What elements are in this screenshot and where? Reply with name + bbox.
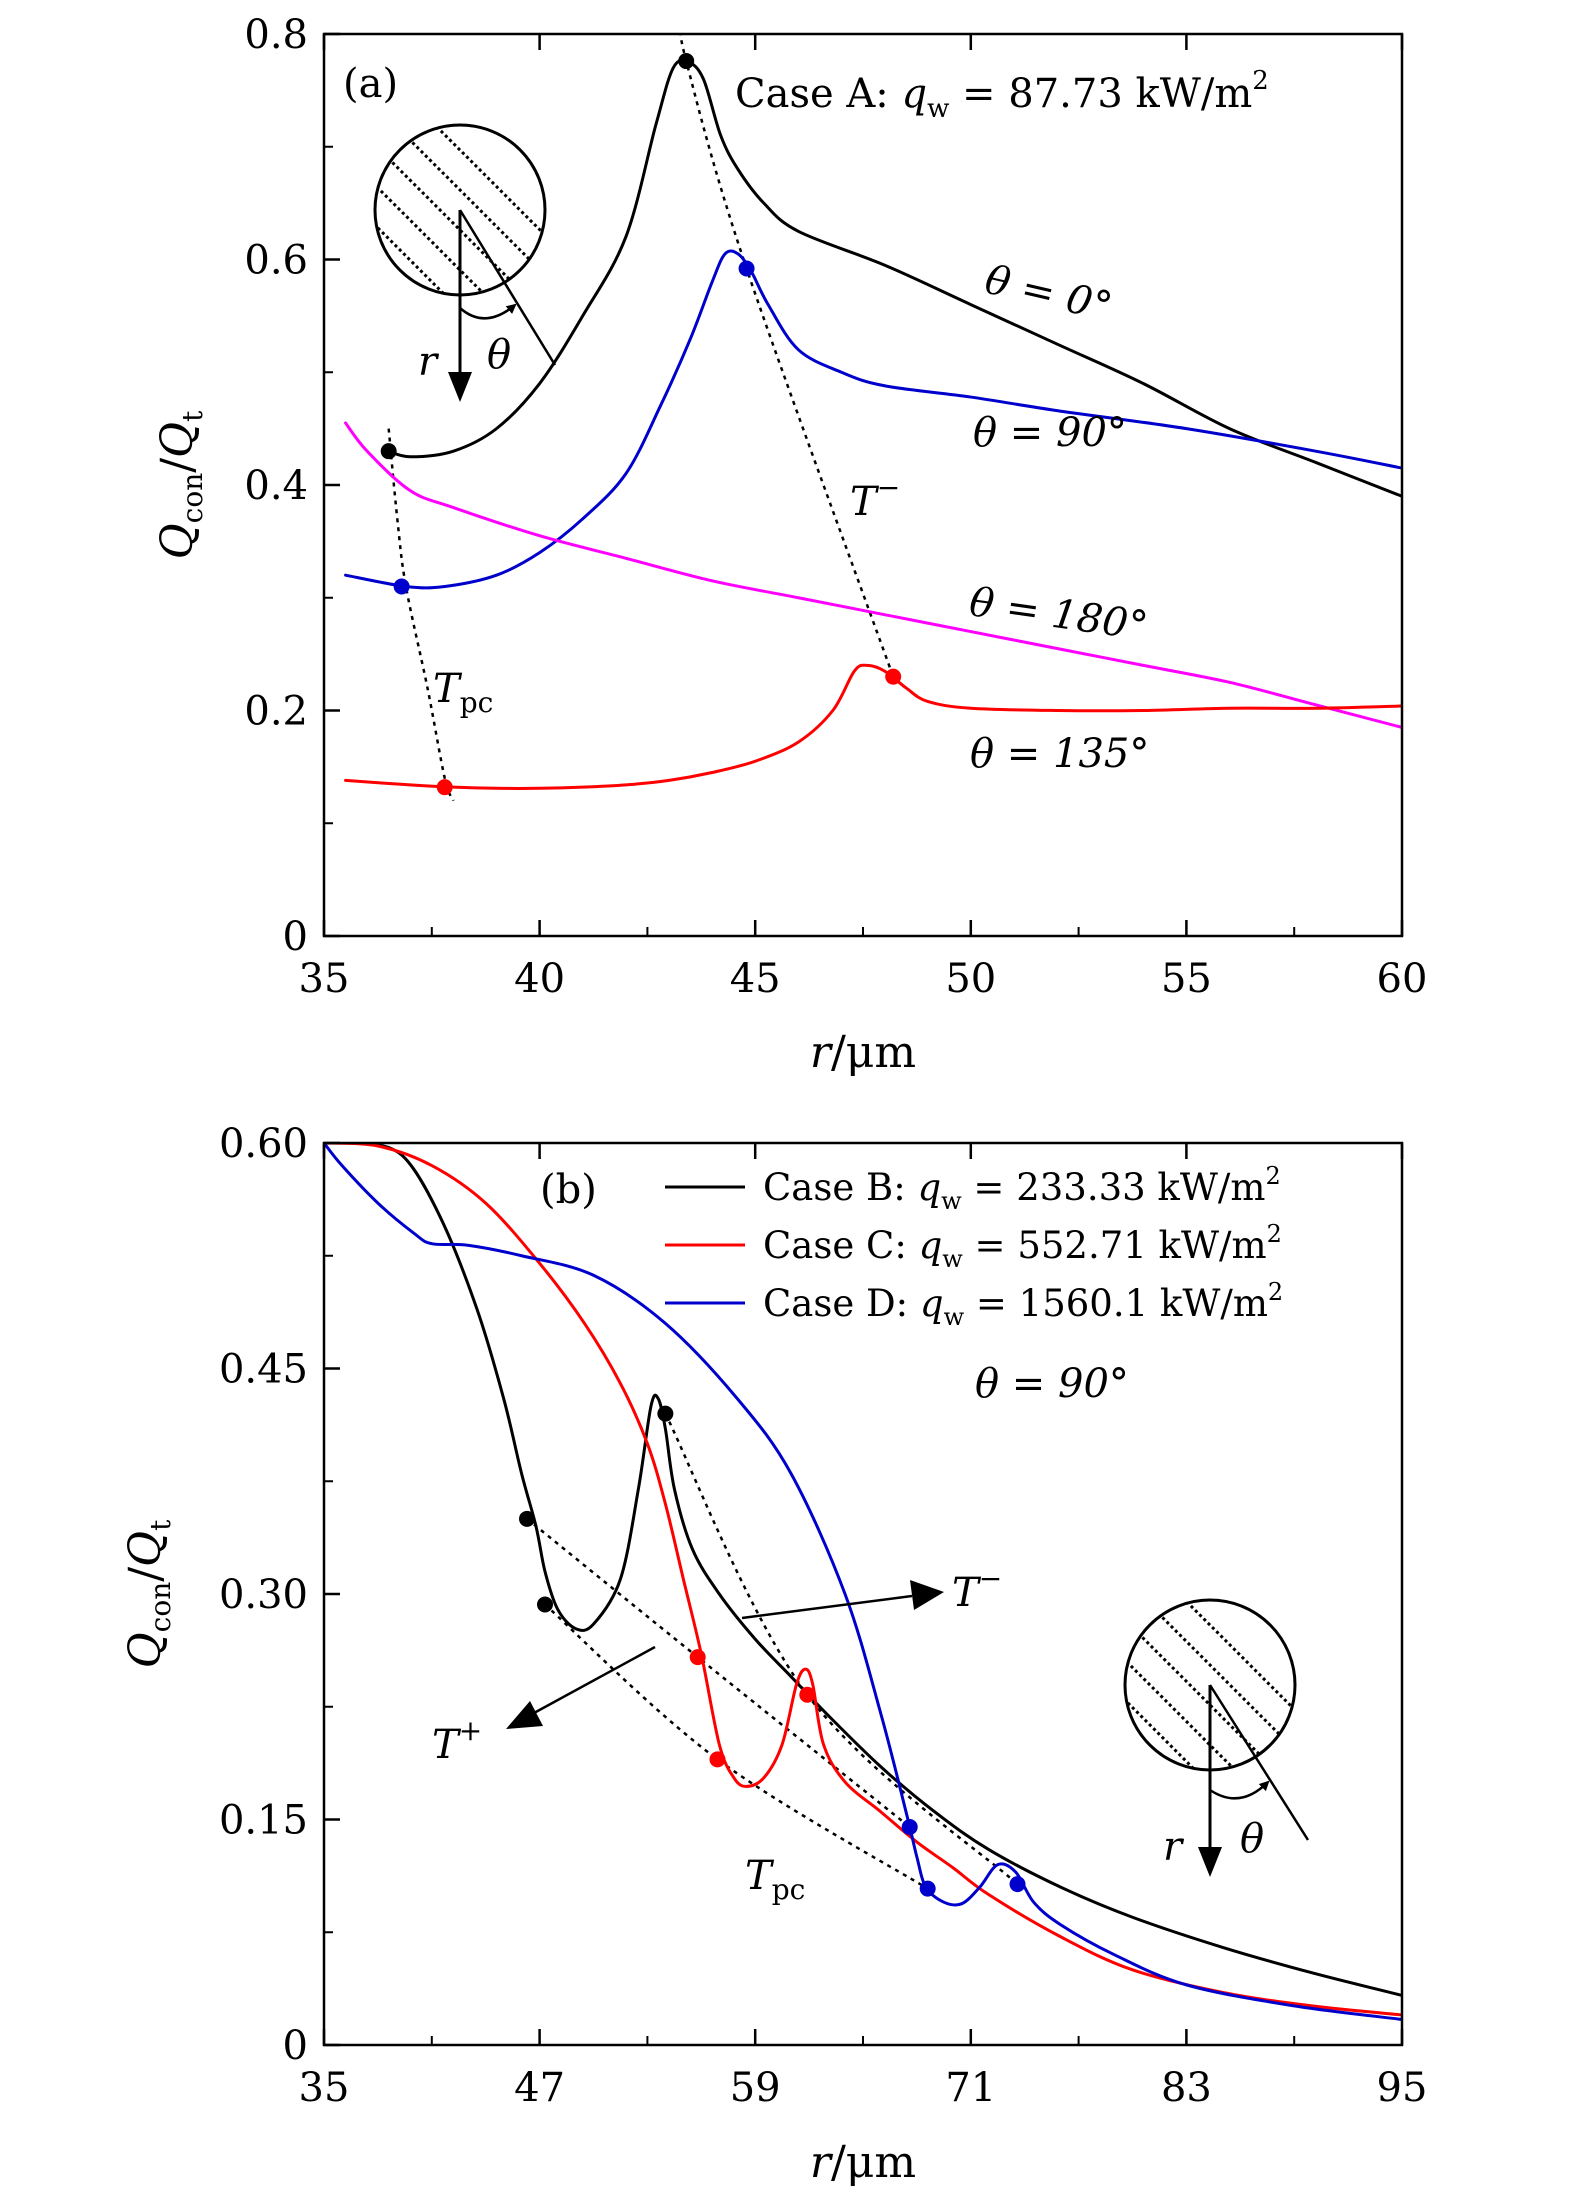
panel-b-x-tick-label-3: 71: [945, 2065, 996, 2111]
inset-r-label-b: r: [1163, 1824, 1185, 1870]
panel-b-y-tick-label-4: 0.60: [219, 1121, 308, 1167]
panel-a-series-line-1: [344, 249, 1402, 590]
panel-b-y-tick-label-1: 0.15: [219, 1798, 308, 1844]
panel-a-x-tick-label-5: 60: [1377, 956, 1428, 1002]
tminus-arrow: [741, 1594, 913, 1620]
panel-a-chart: 35 40 45 50 55 60 0 0.2 0.4 0.6 0.8 (a) Case A: qw…: [152, 12, 1427, 1078]
panel-a-x-tick-label-0: 35: [299, 956, 350, 1002]
tplus-arrow: [533, 1645, 656, 1715]
tplus-arrowhead: [506, 1701, 543, 1729]
panel-a-x-axis-label: r/μm: [810, 1027, 916, 1078]
panel-b-marker-8: [1009, 1876, 1026, 1893]
panel-b-guide-line-1: [544, 1603, 929, 1890]
panel-b-frame: [322, 1141, 1404, 2047]
panel-a-y-tick-label-1: 0.2: [244, 689, 308, 735]
panel-b-marker-5: [799, 1686, 816, 1703]
panel-b-x-tick-label-4: 83: [1161, 2065, 1212, 2111]
panel-a-series-line-3: [344, 663, 1402, 790]
panel-a-case-label: Case A: qw = 87.73 kW/m2: [735, 66, 1269, 124]
panel-a-guide-line-0: [387, 428, 455, 802]
panel-a-y-tick-label-0: 0: [283, 914, 308, 960]
panel-b-label: (b): [540, 1167, 597, 1213]
panel-a-tpc-label: Tpc: [433, 666, 493, 719]
panel-b-theta-label: θ = 90°: [975, 1361, 1129, 1407]
panel-a-y-axis-label: Qcon/Qt: [152, 410, 209, 560]
panel-b-marker-2: [657, 1405, 674, 1422]
panel-b-tplus-label: T+: [432, 1714, 482, 1768]
panel-b-x-axis-label: r/μm: [810, 2137, 916, 2188]
legend-entry-0: Case B: qw = 233.33 kW/m2: [763, 1162, 1281, 1215]
legend-entry-2: Case D: qw = 1560.1 kW/m2: [763, 1278, 1283, 1331]
panel-b-series-line-0: [340, 1143, 1402, 1997]
inset-theta-label-a: θ: [487, 332, 511, 378]
panel-b-marker-7: [919, 1880, 936, 1897]
panel-a-marker-2: [393, 578, 410, 595]
panel-a-x-tick-label-3: 50: [945, 956, 996, 1002]
legend-entry-1: Case C: qw = 552.71 kW/m2: [763, 1220, 1282, 1273]
panel-a-x-tick-label-2: 45: [730, 956, 781, 1002]
panel-a-marker-3: [738, 260, 755, 277]
theta-90-label: θ = 90°: [973, 410, 1127, 456]
panel-b-chart: 35 47 59 71 83 95 0 0.15 0.30 0.45 0.60 (b) Case B…: [120, 1121, 1427, 2188]
theta-180-label: θ = 180°: [967, 579, 1151, 650]
panel-b-y-tick-label-2: 0.30: [219, 1572, 308, 1618]
panel-a-guide-line-1: [679, 34, 895, 678]
panel-a-label: (a): [343, 61, 398, 107]
panel-b-y-tick-label-0: 0: [283, 2023, 308, 2069]
panel-b-marker-0: [519, 1510, 536, 1527]
panel-a-marker-5: [885, 668, 902, 685]
panel-b-guide-line-0: [526, 1517, 911, 1828]
panel-b-x-tick-label-1: 47: [514, 2065, 565, 2111]
panel-b-x-tick-label-0: 35: [299, 2065, 350, 2111]
panel-a-y-tick-label-2: 0.4: [244, 463, 308, 509]
panel-b-x-tick-label-5: 95: [1377, 2065, 1428, 2111]
panel-a-y-tick-label-4: 0.8: [244, 12, 308, 58]
panel-a-x-tick-label-1: 40: [514, 956, 565, 1002]
theta-135-label: θ = 135°: [970, 731, 1149, 777]
panel-b-tminus-label: T−: [952, 1562, 1002, 1616]
panel-b-marker-1: [536, 1596, 553, 1613]
panel-a-series-line-0: [387, 58, 1402, 498]
inset-theta-label-b: θ: [1240, 1816, 1264, 1862]
panel-b-series-line-2: [324, 1143, 1402, 2021]
panel-a-series-line-2: [344, 421, 1402, 729]
panel-a-tminus-label: T−: [850, 471, 900, 525]
panel-b-marker-6: [901, 1819, 918, 1836]
panel-b-series-line-1: [324, 1143, 1402, 2017]
pipe-cross-section-icon: r θ: [1123, 1598, 1310, 1877]
panel-a-marker-4: [436, 779, 453, 796]
panel-a-marker-1: [678, 53, 695, 70]
panel-b-marker-3: [689, 1649, 706, 1666]
panel-b-guide-line-2: [664, 1413, 1019, 1886]
tminus-arrowhead: [910, 1580, 944, 1610]
panel-b-tpc-label: Tpc: [745, 1853, 805, 1906]
pipe-cross-section-icon: r θ: [373, 123, 557, 402]
panel-a-x-tick-label-4: 55: [1161, 956, 1212, 1002]
panel-a-marker-0: [380, 443, 397, 460]
panel-b-marker-4: [709, 1751, 726, 1768]
panel-b-y-tick-label-3: 0.45: [219, 1347, 308, 1393]
inset-r-label-a: r: [418, 339, 440, 385]
panel-a-y-tick-label-3: 0.6: [244, 238, 308, 284]
panel-b-x-tick-label-2: 59: [730, 2065, 781, 2111]
panel-b-y-axis-label: Qcon/Qt: [120, 1519, 177, 1669]
